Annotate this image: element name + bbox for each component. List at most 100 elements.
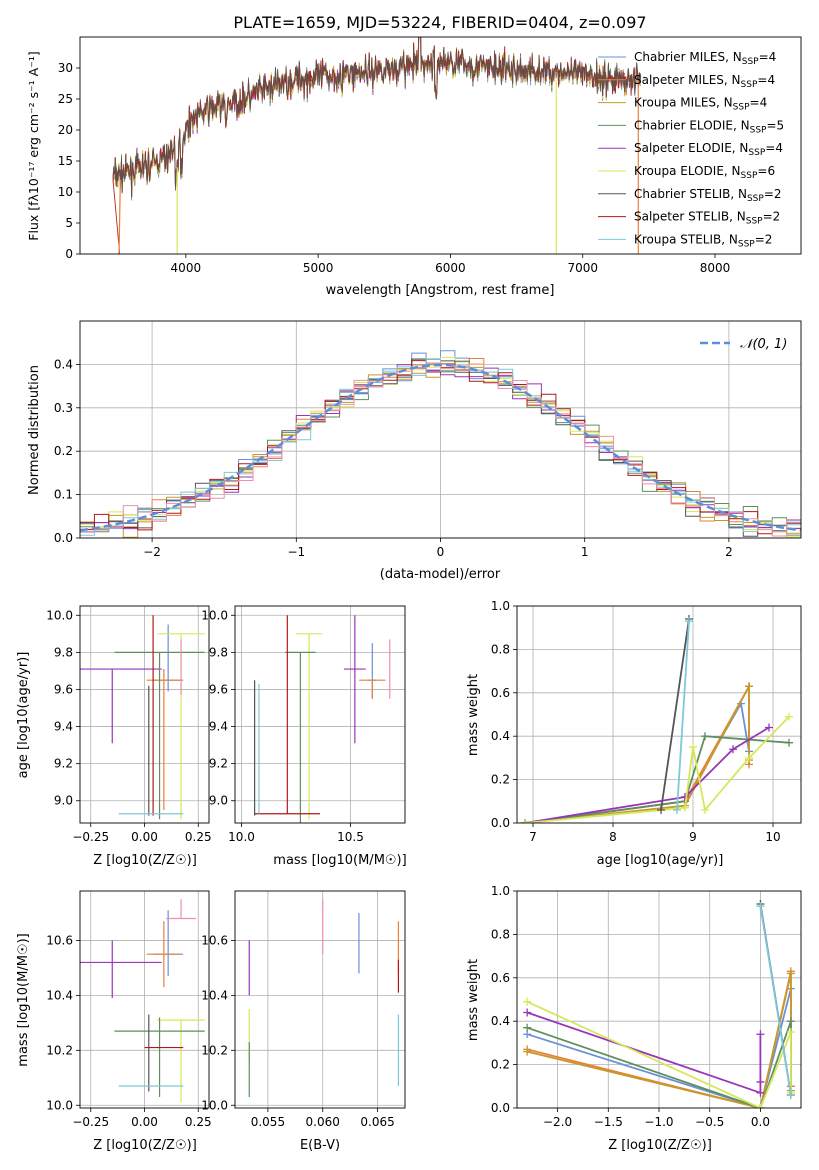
x-tick-label: −2 (143, 545, 161, 559)
axes-frame (516, 605, 802, 824)
panel-age_vs_Z: −0.25 0.00 0.25 9.0 9.2 9.4 9.6 9.8 10.0 (46, 605, 212, 844)
axes-frame (79, 890, 210, 1109)
y-tick-label: 9.8 (209, 645, 228, 659)
y-axis-label: age [log10(age/yr)] (16, 652, 31, 779)
weight-marker (786, 1028, 795, 1037)
plot-area-massweight_vs_Z (517, 891, 801, 1108)
plot-area-mass_vs_Z (80, 891, 209, 1108)
x-tick-label: 5000 (303, 261, 334, 275)
legend-label: Kroupa STELIB, NSSP=2 (634, 232, 772, 249)
x-tick-label: 0.00 (131, 830, 158, 844)
weight-marker (523, 997, 532, 1006)
weight-marker (785, 712, 793, 721)
weight-marker (673, 805, 681, 814)
y-tick-label: 9.4 (209, 720, 228, 734)
axes-frame (79, 320, 802, 539)
axes-frame (516, 890, 802, 1109)
x-tick-label: 0.055 (251, 1115, 285, 1129)
panel-age_vs_mass: 10.0 10.5 9.0 9.2 9.4 9.6 9.8 10.0 (201, 605, 406, 844)
weight-marker (681, 792, 689, 801)
x-tick-label: 10.0 (228, 830, 255, 844)
x-tick-label: 8 (609, 830, 617, 844)
y-tick-label: 1.0 (491, 599, 510, 613)
legend-label: Salpeter ELODIE, NSSP=4 (634, 141, 783, 158)
axes-frame (79, 36, 802, 255)
x-tick-label: −0.5 (695, 1115, 724, 1129)
weight-line (524, 726, 770, 823)
x-tick-label: 0 (437, 545, 445, 559)
figure-title: PLATE=1659, MJD=53224, FIBERID=0404, z=0… (233, 13, 646, 32)
weight-marker (756, 1077, 765, 1086)
y-tick-label: 10.6 (201, 933, 228, 947)
plot-area-spectrum (112, 37, 642, 254)
plot-area-residuals (80, 321, 801, 538)
plot-area-massweight_vs_age (517, 606, 801, 823)
x-tick-label: −1 (287, 545, 305, 559)
weight-marker (701, 805, 709, 814)
legend-label: 𝒩(0, 1) (740, 337, 787, 352)
y-tick-label: 10.0 (201, 1098, 228, 1112)
x-axis-label: wavelength [Angstrom, rest frame] (326, 283, 555, 298)
x-tick-label: −0.25 (72, 830, 109, 844)
y-tick-label: 20 (58, 123, 73, 137)
x-axis-label: Z [log10(Z/Z☉)] (93, 1138, 197, 1153)
y-tick-label: 5 (65, 216, 73, 230)
x-tick-label: 7000 (567, 261, 598, 275)
y-tick-label: 0.6 (491, 971, 510, 985)
weight-marker (756, 902, 765, 911)
legend-label: Salpeter STELIB, NSSP=2 (634, 210, 780, 227)
y-tick-label: 0.1 (54, 488, 73, 502)
x-tick-label: −0.25 (72, 1115, 109, 1129)
legend-label: Kroupa MILES, NSSP=4 (634, 96, 767, 113)
histogram-series (80, 356, 801, 538)
weight-marker (523, 1047, 532, 1056)
y-axis-label: mass [log10(M/M☉)] (16, 933, 31, 1066)
weight-marker (729, 745, 737, 754)
x-axis-label: (data-model)/error (380, 567, 501, 582)
y-tick-label: 0.2 (54, 444, 73, 458)
weight-line (526, 1000, 792, 1108)
x-tick-label: 2 (725, 545, 733, 559)
y-tick-label: 9.2 (209, 757, 228, 771)
weight-marker (785, 738, 793, 747)
y-tick-label: 9.2 (54, 757, 73, 771)
spectrum-legend: Chabrier MILES, NSSP=4 Salpeter MILES, NS… (598, 50, 784, 249)
panel-mass_vs_Z: −0.25 0.00 0.25 10.0 10.2 10.4 10.6 (46, 890, 212, 1129)
y-tick-label: 10.0 (201, 608, 228, 622)
x-tick-label: 0.0 (751, 1115, 770, 1129)
y-tick-label: 9.0 (209, 794, 228, 808)
y-tick-label: 0.8 (491, 642, 510, 656)
y-tick-label: 0.0 (491, 816, 510, 830)
panel-mass_vs_EBV: 0.055 0.060 0.065 10.0 10.2 10.4 10.6 (201, 890, 406, 1129)
y-tick-label: 30 (58, 61, 73, 75)
weight-marker (685, 617, 693, 626)
y-tick-label: 10.0 (46, 1098, 73, 1112)
weight-line (524, 685, 750, 823)
legend-label: Chabrier STELIB, NSSP=2 (634, 187, 782, 204)
y-tick-label: 0.0 (491, 1101, 510, 1115)
x-tick-label: 1 (581, 545, 589, 559)
spectrum-line (112, 37, 642, 197)
x-tick-label: −2.0 (543, 1115, 572, 1129)
y-tick-label: 0.4 (491, 1014, 510, 1028)
x-tick-label: 7 (529, 830, 537, 844)
weight-marker (523, 1008, 532, 1017)
weight-line (526, 1011, 762, 1095)
weight-marker (701, 732, 709, 741)
y-tick-label: 0.8 (491, 927, 510, 941)
weight-marker (786, 969, 795, 978)
weight-marker (681, 803, 689, 812)
plot-area-age_vs_Z (80, 606, 209, 823)
gaussian-curve (80, 363, 801, 532)
y-tick-label: 9.6 (54, 682, 73, 696)
panel-spectrum: 4000 5000 6000 7000 8000 0 5 10 15 20 25 30 (58, 36, 802, 275)
panel-residuals: −2 −1 0 1 2 0.0 0.1 0.2 0.3 0.4 𝒩(0, 1) (54, 320, 802, 559)
x-tick-label: 8000 (700, 261, 731, 275)
axes-frame (79, 605, 210, 824)
x-tick-label: −1.0 (644, 1115, 673, 1129)
panel-massweight_vs_age: 7 8 9 10 0.0 0.2 0.4 0.6 0.8 1.0 (491, 599, 802, 844)
x-axis-label: Z [log10(Z/Z☉)] (608, 1138, 712, 1153)
weight-marker (657, 805, 665, 814)
